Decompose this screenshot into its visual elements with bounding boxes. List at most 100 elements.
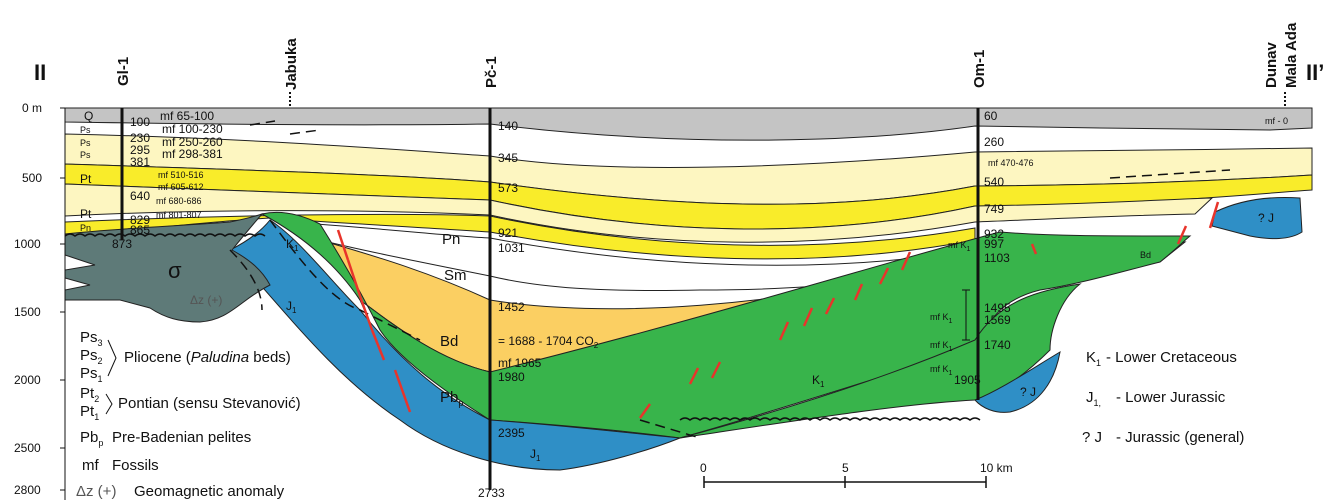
unconformity-line — [64, 233, 266, 237]
dashed-contact-5 — [639, 419, 701, 439]
dashed-contact-2 — [229, 249, 263, 311]
om1-bracket — [962, 289, 970, 341]
legend-mf: mf — [82, 457, 99, 474]
legend-j1-desc: - Lower Jurassic — [1116, 389, 1226, 406]
om1-fossil-k1-45: mf K1 — [930, 340, 953, 353]
pc1-depth-1031: 1031 — [498, 241, 525, 255]
om1-fossil-470: mf 470-476 — [988, 158, 1034, 168]
gl1-fossil-8: mf 801-807 — [156, 210, 202, 220]
dashed-contact-4 — [249, 120, 321, 135]
unit-pb-label: Pbp — [440, 389, 463, 408]
legend-left: Ps3 Ps2 Ps1 Pliocene (Paludina beds) Pt2… — [76, 329, 301, 500]
well-mala-ada-name: Mala Ada — [1283, 22, 1300, 88]
gl1-depth-640: 640 — [130, 189, 150, 203]
legend-dz: Δz (+) — [76, 483, 116, 500]
unit-qj-right-layer — [1211, 197, 1303, 240]
legend-pt1: Pt1 — [80, 403, 99, 422]
dashed-contact-3 — [1109, 169, 1231, 179]
scale-bar — [703, 476, 987, 488]
y-tick-1500: 1500 — [14, 305, 41, 319]
gl1-fossil-2: mf 100-230 — [162, 122, 223, 136]
well-dunav-name: Dunav — [1263, 42, 1280, 89]
dunav-fossil: mf - 0 — [1265, 116, 1288, 126]
unit-j1-label-bottom: J1 — [530, 447, 541, 463]
pc1-depth-1452: 1452 — [498, 300, 525, 314]
om1-depth-932: 932 — [984, 227, 1004, 241]
om1-depth-749: 749 — [984, 202, 1004, 216]
y-tick-1000: 1000 — [14, 237, 41, 251]
gl1-ps3: Ps — [80, 125, 91, 135]
unit-bd-small-label: Bd — [1140, 250, 1151, 260]
pc1-depth-345: 345 — [498, 151, 518, 165]
y-tick-2800: 2800 — [14, 483, 41, 497]
gl1-ps1: Ps — [80, 150, 91, 160]
legend-pontian: Pontian (sensu Stevanović) — [118, 395, 301, 412]
gl1-depth-829: 829 — [130, 213, 150, 227]
legend-dz-desc: Geomagnetic anomaly — [134, 483, 285, 500]
y-tick-500: 500 — [22, 171, 42, 185]
legend-k1: K1 — [1086, 349, 1101, 368]
dashed-contact — [269, 219, 421, 341]
scale-label-10: 10 km — [980, 461, 1013, 475]
om1-depth-1905: 1905 — [954, 373, 981, 387]
gl1-depth-865: 865 — [130, 223, 150, 237]
well-jabuka-name: Jabuka — [283, 38, 300, 90]
pc1-depth-2395: 2395 — [498, 426, 525, 440]
legend-ps1: Ps1 — [80, 365, 103, 384]
gl1-q: Q — [84, 109, 93, 123]
scale-label-5: 5 — [842, 461, 849, 475]
gl1-pn: Pn — [80, 223, 91, 233]
y-tick-0: 0 m — [22, 101, 42, 115]
pc1-depth-921: 921 — [498, 226, 518, 240]
well-om1-name: Om-1 — [971, 50, 988, 88]
gl1-pt2: Pt — [80, 172, 92, 186]
y-tick-2500: 2500 — [14, 441, 41, 455]
gl1-depth-100: 100 — [130, 115, 150, 129]
unit-qj-om-layer — [974, 351, 1061, 413]
unit-dz-label: Δz (+) — [190, 293, 222, 307]
legend-pbp-desc: Pre-Badenian pelites — [112, 429, 251, 446]
unit-sm-label: Sm — [444, 267, 467, 284]
gl1-fossil-3: mf 250-260 — [162, 135, 223, 149]
unit-pn-label: Pn — [442, 231, 460, 248]
pc1-co2-note: = 1688 - 1704 CO2 — [498, 334, 599, 350]
pc1-mf-note: mf 1965 — [498, 356, 542, 370]
legend-pbp: Pbp — [80, 429, 103, 448]
om1-fossil-k1-b: mf K1 — [930, 312, 953, 325]
gl1-depth-873: 873 — [112, 237, 132, 251]
legend-brace-pt — [105, 393, 113, 415]
om1-fossil-k1-23: mf K1 — [930, 364, 953, 377]
gl1-fossil-6: mf 605-612 — [158, 182, 204, 192]
om1-depth-1569: 1569 — [984, 313, 1011, 327]
section-right-label: II’ — [1306, 60, 1324, 85]
legend-pt2: Pt2 — [80, 385, 99, 404]
unit-qj-om-label: ? J — [1020, 385, 1036, 399]
gl1-fossil-5: mf 510-516 — [158, 170, 204, 180]
section-left-label: II — [34, 60, 46, 85]
scale-label-0: 0 — [700, 461, 707, 475]
legend-qj-desc: - Jurassic (general) — [1116, 429, 1244, 446]
gl1-pt1: Pt — [80, 207, 92, 221]
pc1-depth-573: 573 — [498, 181, 518, 195]
faults — [336, 201, 1220, 419]
y-tick-2000: 2000 — [14, 373, 41, 387]
unconformity-line-2 — [679, 417, 981, 421]
unit-qj-right-label: ? J — [1258, 211, 1274, 225]
legend-j1: J1, — [1086, 389, 1101, 408]
unit-bd-label: Bd — [440, 333, 458, 350]
legend-qj: ? J — [1082, 429, 1102, 446]
legend-right: K1 - Lower Cretaceous J1, - Lower Jurass… — [1082, 349, 1244, 446]
om1-depth-1740: 1740 — [984, 338, 1011, 352]
om1-depth-260: 260 — [984, 135, 1004, 149]
gl1-depth-381: 381 — [130, 155, 150, 169]
om1-depth-997: 997 — [984, 237, 1004, 251]
unit-serpentinite-layer — [64, 212, 271, 323]
om1-depth-60: 60 — [984, 109, 998, 123]
gl1-fossil-4: mf 298-381 — [162, 147, 223, 161]
om1-depth-1495: 1495 — [984, 301, 1011, 315]
legend-brace-ps — [107, 339, 117, 377]
unit-sigma-label: σ — [168, 258, 182, 283]
well-gl1-name: Gl-1 — [115, 57, 132, 86]
well-pc1-name: Pč-1 — [483, 56, 500, 88]
